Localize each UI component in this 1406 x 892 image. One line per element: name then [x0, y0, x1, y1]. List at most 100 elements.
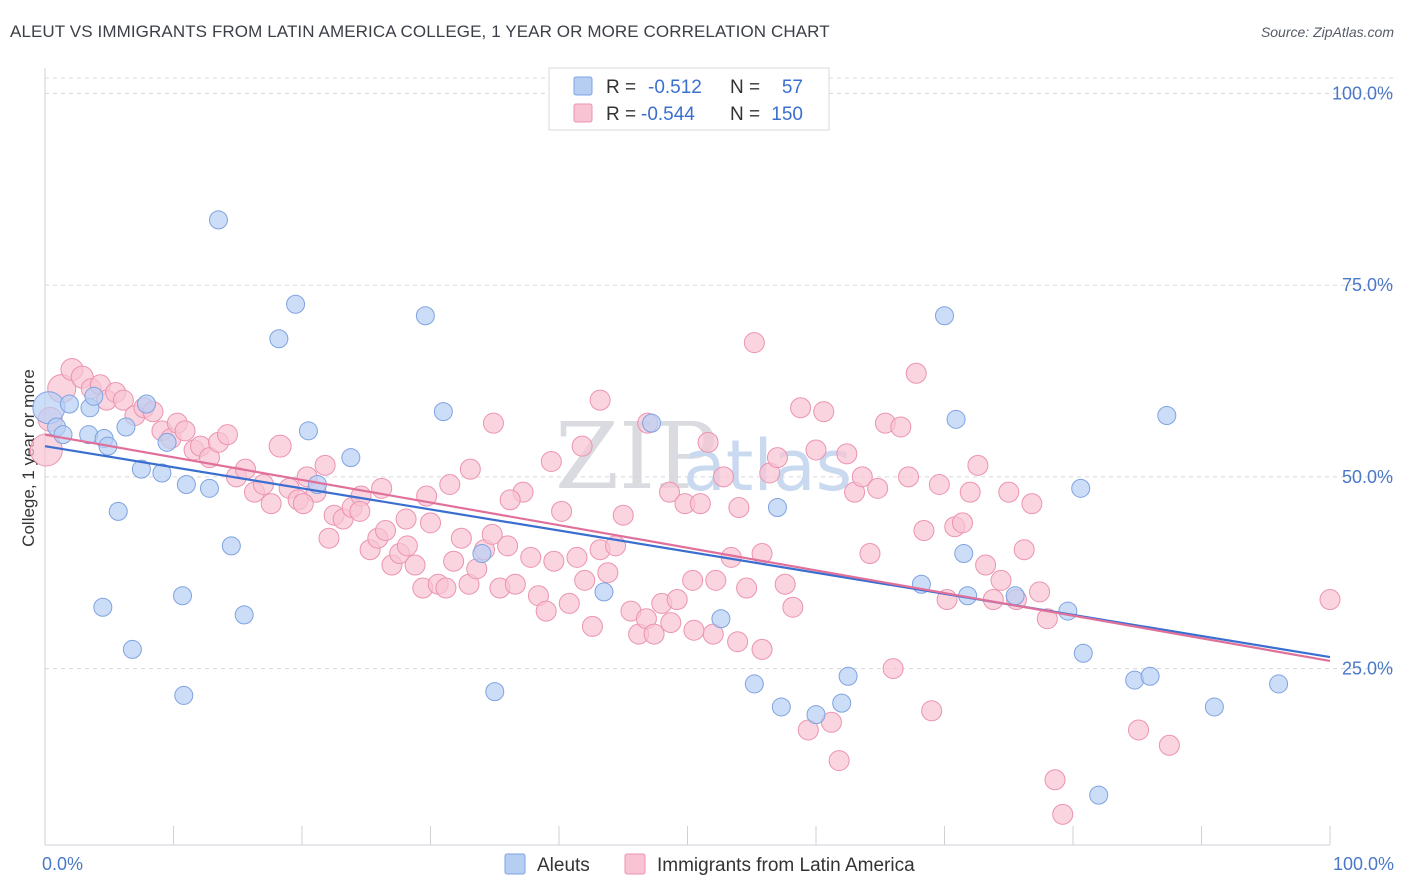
point-latin-america [728, 497, 750, 519]
point-aleuts [806, 705, 826, 725]
y-tick-label-75: 75.0% [1342, 275, 1393, 295]
point-latin-america [558, 592, 580, 614]
point-latin-america [112, 389, 134, 411]
point-latin-america [743, 332, 765, 354]
point-latin-america [751, 638, 773, 660]
point-latin-america [1013, 539, 1035, 561]
legend-swatch-latin-america [573, 103, 593, 123]
bottom-legend-label-latin-america: Immigrants from Latin America [657, 855, 915, 876]
point-aleuts [935, 306, 954, 326]
point-latin-america [882, 658, 904, 680]
point-latin-america [905, 362, 927, 384]
legend-r-value-aleuts: -0.512 [648, 77, 702, 98]
point-aleuts [176, 475, 196, 495]
point-latin-america [482, 412, 504, 434]
point-aleuts [838, 666, 858, 686]
point-latin-america [1021, 493, 1043, 515]
point-aleuts [152, 463, 172, 483]
point-aleuts [1005, 586, 1025, 606]
point-latin-america [766, 447, 788, 469]
point-latin-america [543, 550, 565, 572]
series-latin-america-points [29, 332, 1341, 825]
point-latin-america [990, 569, 1012, 591]
legend-n-label-aleuts: N = [730, 77, 760, 98]
point-aleuts [53, 425, 73, 445]
y-tick-label-100: 100.0% [1332, 83, 1393, 103]
point-latin-america [1158, 734, 1180, 756]
point-latin-america [520, 546, 542, 568]
source-credit: Source: ZipAtlas.com [1260, 24, 1394, 40]
point-latin-america [705, 569, 727, 591]
point-aleuts [1204, 697, 1224, 717]
point-aleuts [485, 682, 505, 702]
point-latin-america [659, 481, 681, 503]
point-latin-america [666, 589, 688, 611]
point-aleuts [472, 544, 492, 564]
point-latin-america [867, 477, 889, 499]
point-latin-america [928, 474, 950, 496]
point-latin-america [898, 466, 920, 488]
point-latin-america [566, 546, 588, 568]
point-latin-america [260, 493, 282, 515]
point-latin-america [612, 504, 634, 526]
point-latin-america [292, 493, 314, 515]
point-latin-america [790, 397, 812, 419]
point-latin-america [697, 431, 719, 453]
point-latin-america [1036, 608, 1058, 630]
point-latin-america [252, 474, 274, 496]
point-latin-america [921, 700, 943, 722]
point-latin-america [689, 493, 711, 515]
point-latin-america [859, 543, 881, 565]
point-latin-america [836, 443, 858, 465]
point-latin-america [396, 535, 418, 557]
point-latin-america [660, 612, 682, 634]
point-aleuts [157, 432, 177, 452]
point-aleuts [199, 478, 219, 498]
x-tick-label-max: 100.0% [1333, 854, 1394, 874]
point-aleuts [234, 605, 254, 625]
point-aleuts [122, 639, 142, 659]
point-aleuts [711, 609, 731, 629]
point-aleuts [172, 586, 192, 606]
point-latin-america [318, 527, 340, 549]
y-tick-label-25: 25.0% [1342, 659, 1393, 679]
point-latin-america [589, 389, 611, 411]
point-latin-america [268, 434, 292, 458]
point-aleuts [221, 536, 241, 556]
point-aleuts [594, 582, 614, 602]
point-latin-america [1128, 719, 1150, 741]
point-aleuts [1058, 601, 1078, 621]
point-aleuts [1269, 674, 1289, 694]
point-latin-america [774, 573, 796, 595]
point-latin-america [1052, 803, 1074, 825]
point-aleuts [84, 386, 104, 406]
point-latin-america [813, 401, 835, 423]
legend-r-label-aleuts: R = [606, 77, 636, 98]
point-latin-america [375, 520, 397, 542]
point-latin-america [497, 535, 519, 557]
point-latin-america [1029, 581, 1051, 603]
y-tick-labels: 25.0% 50.0% 75.0% 100.0% [1332, 83, 1393, 678]
point-latin-america [683, 619, 705, 641]
legend-r-value-latin-america: -0.544 [641, 104, 695, 125]
chart-title: ALEUT VS IMMIGRANTS FROM LATIN AMERICA C… [10, 22, 830, 41]
point-latin-america [459, 458, 481, 480]
point-latin-america [736, 577, 758, 599]
point-aleuts [954, 544, 974, 564]
point-latin-america [1319, 589, 1341, 611]
point-latin-america [727, 631, 749, 653]
y-tick-label-50: 50.0% [1342, 467, 1393, 487]
point-aleuts [208, 210, 228, 230]
point-latin-america [828, 750, 850, 772]
point-aleuts [269, 329, 289, 349]
trend-lines [44, 433, 1331, 663]
point-latin-america [314, 454, 336, 476]
point-aleuts [108, 501, 128, 521]
point-latin-america [959, 481, 981, 503]
point-latin-america [450, 527, 472, 549]
point-latin-america [504, 573, 526, 595]
point-aleuts [341, 448, 361, 468]
point-latin-america [499, 489, 521, 511]
point-aleuts [1089, 785, 1109, 805]
point-latin-america [597, 562, 619, 584]
